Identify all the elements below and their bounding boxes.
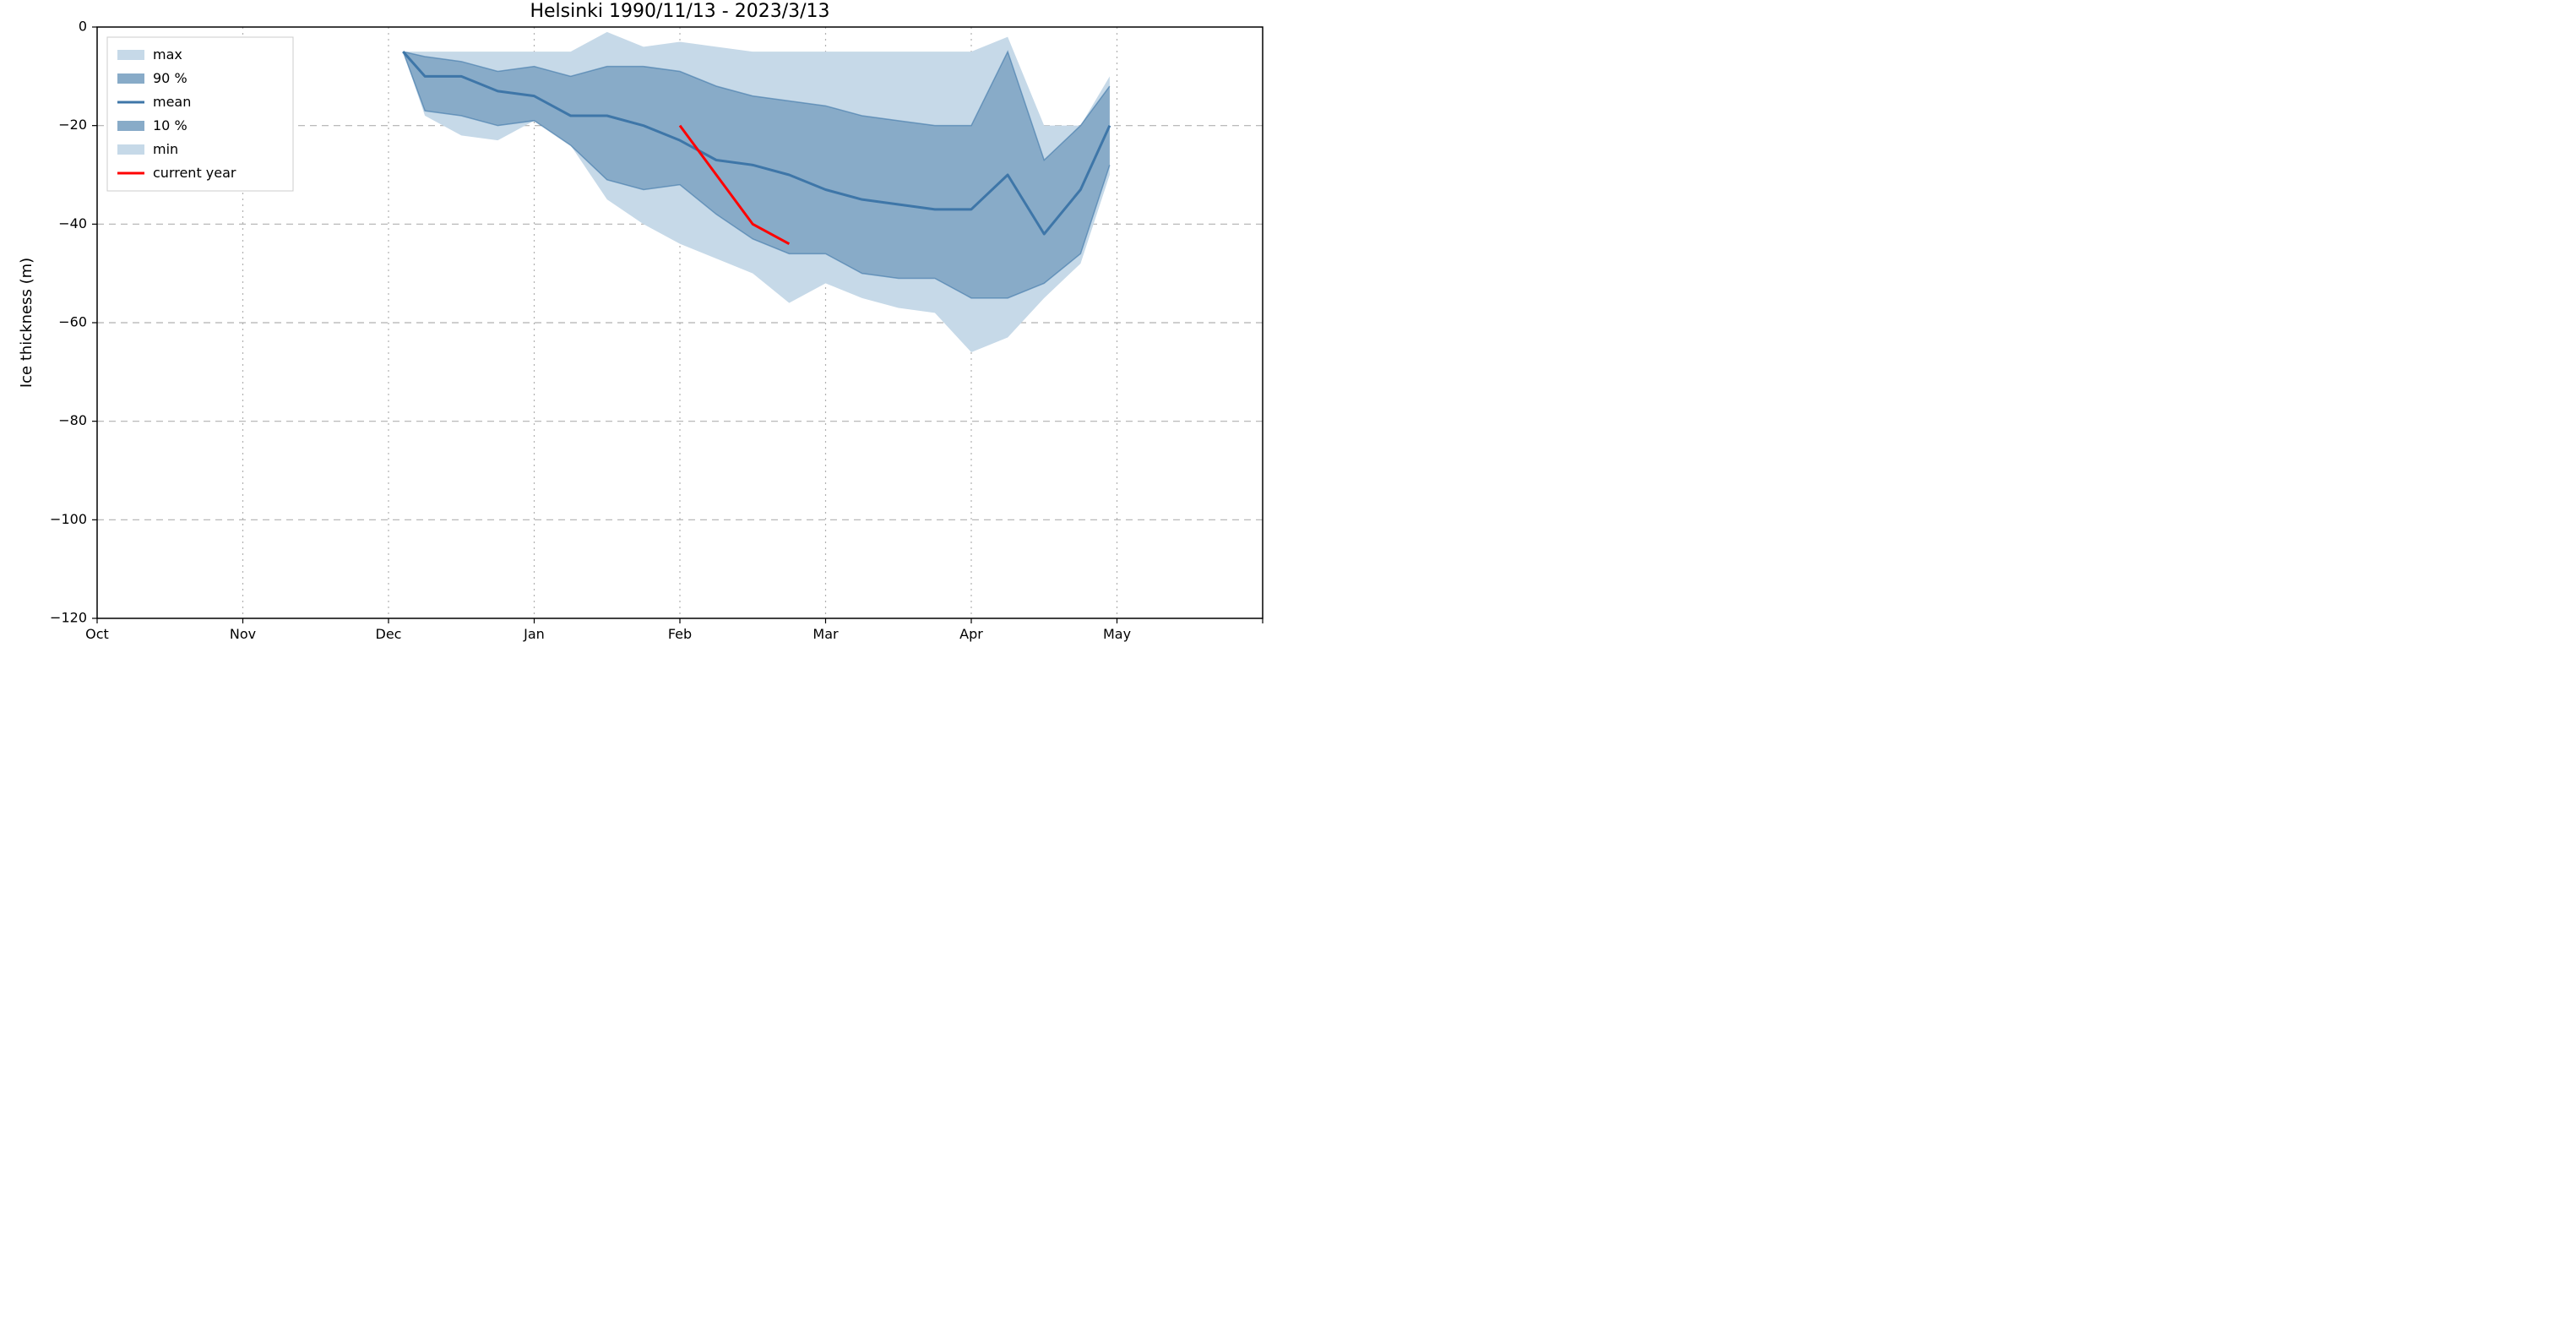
ytick-label: 0: [79, 19, 87, 35]
xtick-label: Dec: [376, 626, 402, 642]
xtick-label: Jan: [523, 626, 545, 642]
legend-swatch: [117, 73, 144, 84]
legend-label: current year: [153, 165, 236, 181]
y-axis-label: Ice thickness (m): [18, 258, 35, 388]
xtick-label: May: [1103, 626, 1131, 642]
ytick-label: −40: [58, 215, 87, 231]
legend-label: 10 %: [153, 117, 187, 133]
legend-swatch: [117, 144, 144, 155]
legend-label: 90 %: [153, 70, 187, 86]
ice-thickness-chart: Oct Nov Dec Jan Feb Mar Apr May 0 −20 −40 −60 −80 −10…: [0, 0, 1288, 666]
legend-swatch: [117, 121, 144, 131]
legend-label: min: [153, 141, 178, 157]
legend-label: mean: [153, 94, 191, 110]
xtick-label: Oct: [85, 626, 109, 642]
xtick-label: Feb: [668, 626, 692, 642]
ytick-label: −100: [50, 511, 87, 527]
chart-svg: Oct Nov Dec Jan Feb Mar Apr May 0 −20 −40 −60 −80 −10…: [0, 0, 1288, 666]
xtick-label: Nov: [230, 626, 256, 642]
ytick-label: −80: [58, 412, 87, 428]
legend-label: max: [153, 46, 182, 63]
xtick-label: Mar: [812, 626, 839, 642]
chart-title: Helsinki 1990/11/13 - 2023/3/13: [530, 1, 829, 22]
ytick-label: −60: [58, 314, 87, 330]
ytick-label: −20: [58, 117, 87, 133]
legend-swatch: [117, 50, 144, 60]
ytick-label: −120: [50, 610, 87, 626]
xtick-label: Apr: [959, 626, 983, 642]
